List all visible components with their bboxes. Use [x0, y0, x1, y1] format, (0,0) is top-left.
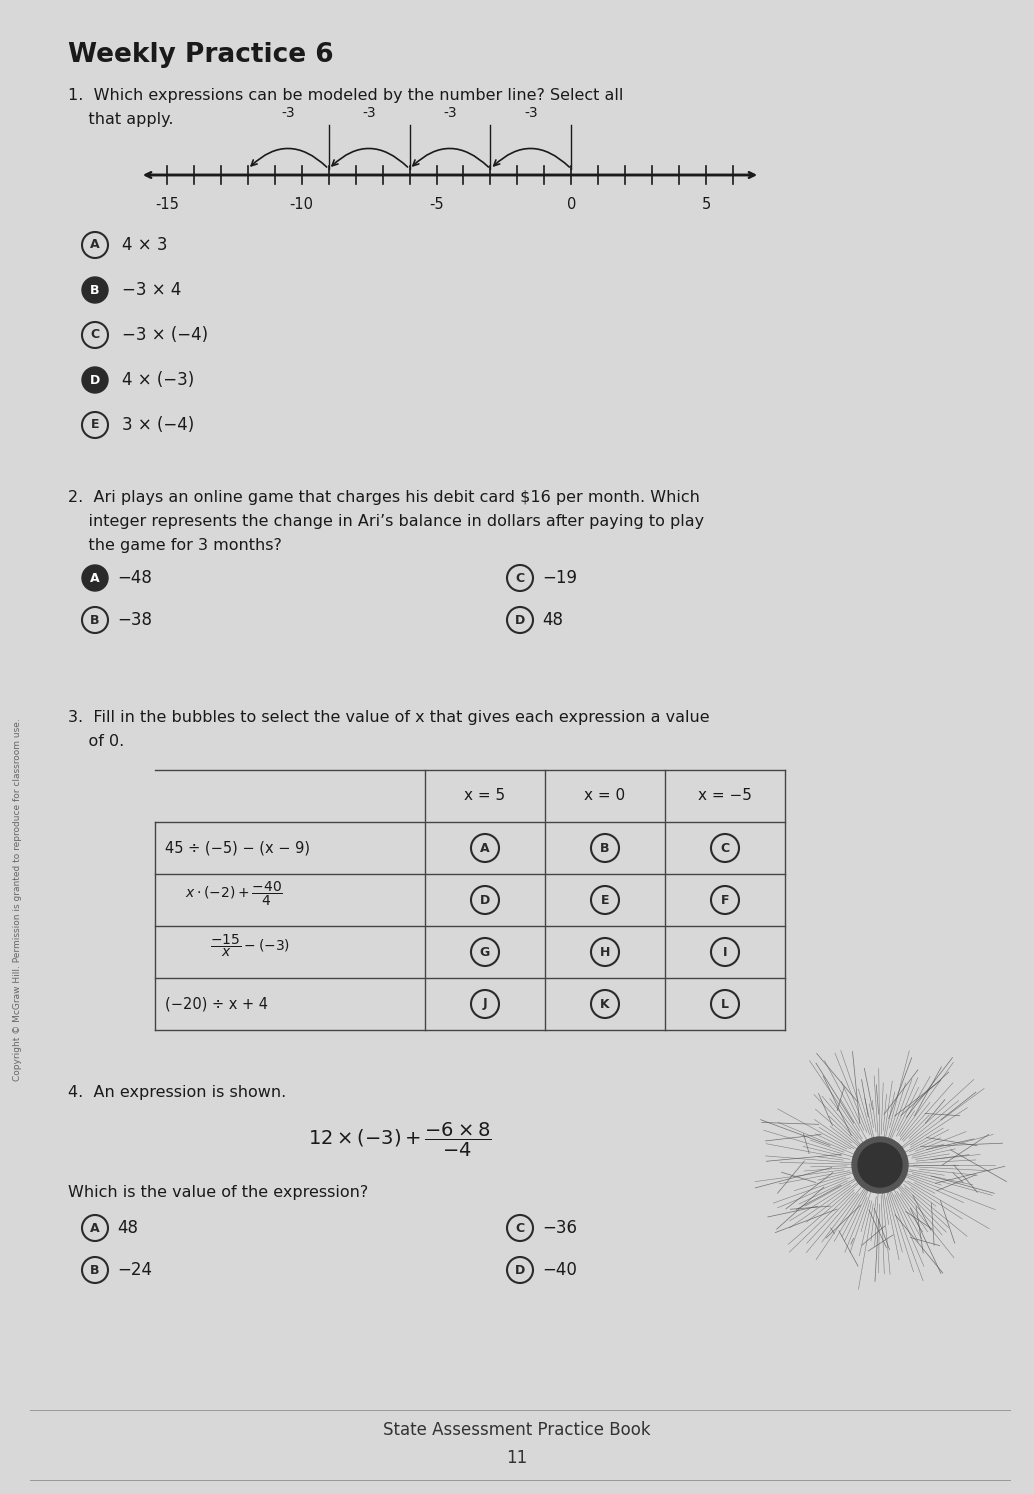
Text: $12 \times (-3) + \dfrac{-6 \times 8}{-4}$: $12 \times (-3) + \dfrac{-6 \times 8}{-4…: [308, 1120, 492, 1159]
Text: 45 ÷ (−5) − (x − 9): 45 ÷ (−5) − (x − 9): [165, 841, 310, 856]
Text: G: G: [480, 946, 490, 959]
Text: K: K: [600, 998, 610, 1010]
Text: −40: −40: [542, 1261, 577, 1279]
Text: D: D: [480, 893, 490, 907]
Text: 48: 48: [542, 611, 562, 629]
Text: $x \cdot (-2) + \dfrac{-40}{4}$: $x \cdot (-2) + \dfrac{-40}{4}$: [185, 880, 283, 908]
Text: x = −5: x = −5: [698, 789, 752, 804]
Text: B: B: [90, 284, 99, 296]
Text: of 0.: of 0.: [68, 734, 124, 748]
Text: 48: 48: [117, 1219, 138, 1237]
Text: C: C: [721, 841, 730, 855]
Text: that apply.: that apply.: [68, 112, 174, 127]
Text: the game for 3 months?: the game for 3 months?: [68, 538, 282, 553]
Text: −3 × 4: −3 × 4: [122, 281, 181, 299]
Circle shape: [82, 276, 108, 303]
Text: 2.  Ari plays an online game that charges his debit card $16 per month. Which: 2. Ari plays an online game that charges…: [68, 490, 700, 505]
Circle shape: [82, 368, 108, 393]
Text: 0: 0: [567, 197, 576, 212]
Text: B: B: [90, 1264, 99, 1276]
Circle shape: [852, 1137, 908, 1194]
Text: D: D: [515, 1264, 525, 1276]
Text: x = 0: x = 0: [584, 789, 626, 804]
Text: -5: -5: [429, 197, 444, 212]
Text: Which is the value of the expression?: Which is the value of the expression?: [68, 1185, 368, 1200]
Text: −48: −48: [117, 569, 152, 587]
Text: L: L: [721, 998, 729, 1010]
Text: −24: −24: [117, 1261, 152, 1279]
Circle shape: [858, 1143, 902, 1188]
Text: -3: -3: [524, 106, 538, 120]
Text: 11: 11: [507, 1449, 527, 1467]
Text: A: A: [90, 572, 100, 584]
Text: −38: −38: [117, 611, 152, 629]
Text: −36: −36: [542, 1219, 577, 1237]
Text: 3.  Fill in the bubbles to select the value of x that gives each expression a va: 3. Fill in the bubbles to select the val…: [68, 710, 709, 725]
Text: A: A: [480, 841, 490, 855]
Text: $\dfrac{-15}{x} - (-3)$: $\dfrac{-15}{x} - (-3)$: [210, 932, 291, 959]
Text: -10: -10: [290, 197, 313, 212]
Text: D: D: [515, 614, 525, 626]
Text: F: F: [721, 893, 729, 907]
Text: B: B: [601, 841, 610, 855]
Text: A: A: [90, 1222, 100, 1234]
Text: −19: −19: [542, 569, 577, 587]
Text: 4 × (−3): 4 × (−3): [122, 371, 194, 388]
Text: Copyright © McGraw Hill. Permission is granted to reproduce for classroom use.: Copyright © McGraw Hill. Permission is g…: [13, 719, 23, 1082]
Text: C: C: [515, 572, 524, 584]
Text: 5: 5: [701, 197, 710, 212]
Text: -3: -3: [281, 106, 295, 120]
Text: -3: -3: [444, 106, 457, 120]
Text: x = 5: x = 5: [464, 789, 506, 804]
Text: E: E: [601, 893, 609, 907]
Text: 3 × (−4): 3 × (−4): [122, 415, 194, 433]
Text: integer represents the change in Ari’s balance in dollars after paying to play: integer represents the change in Ari’s b…: [68, 514, 704, 529]
Text: (−20) ÷ x + 4: (−20) ÷ x + 4: [165, 996, 268, 1011]
Text: 1.  Which expressions can be modeled by the number line? Select all: 1. Which expressions can be modeled by t…: [68, 88, 624, 103]
Text: -15: -15: [155, 197, 179, 212]
Text: C: C: [515, 1222, 524, 1234]
Text: 4 × 3: 4 × 3: [122, 236, 168, 254]
Text: H: H: [600, 946, 610, 959]
Text: D: D: [90, 374, 100, 387]
Text: A: A: [90, 239, 100, 251]
Text: I: I: [723, 946, 727, 959]
Text: Weekly Practice 6: Weekly Practice 6: [68, 42, 334, 69]
Text: -3: -3: [362, 106, 376, 120]
Text: B: B: [90, 614, 99, 626]
Text: C: C: [90, 329, 99, 342]
Text: −3 × (−4): −3 × (−4): [122, 326, 208, 344]
Text: E: E: [91, 418, 99, 432]
Text: 4.  An expression is shown.: 4. An expression is shown.: [68, 1085, 286, 1100]
Text: State Assessment Practice Book: State Assessment Practice Book: [384, 1421, 650, 1439]
Text: J: J: [483, 998, 487, 1010]
Circle shape: [82, 565, 108, 592]
